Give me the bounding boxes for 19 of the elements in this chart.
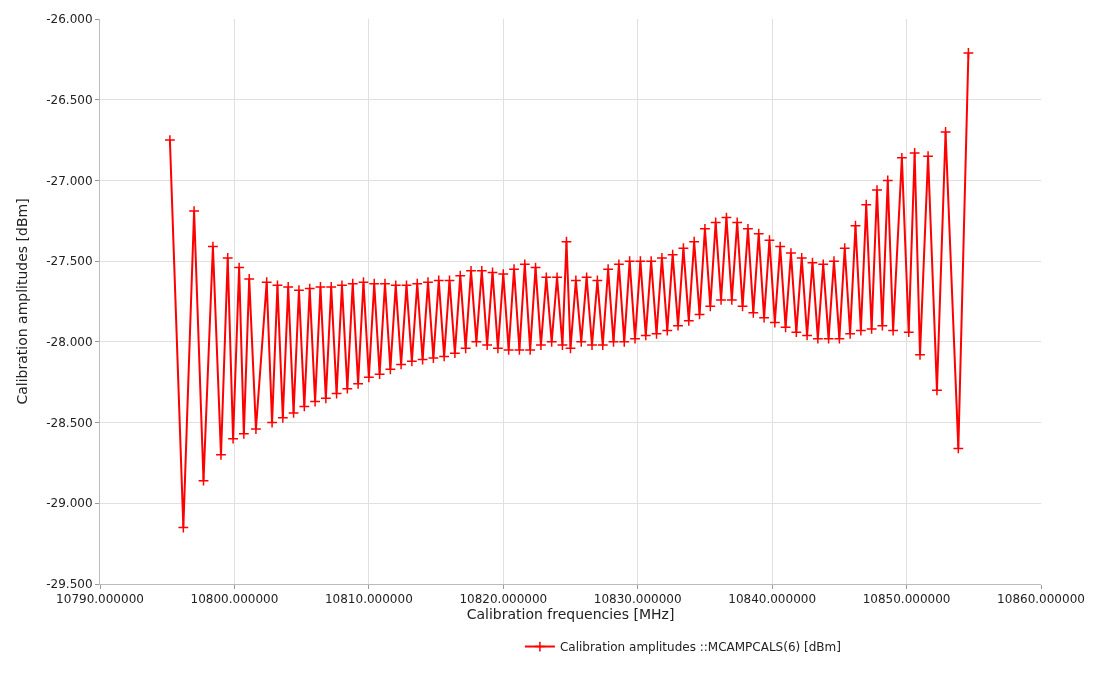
x-tick-label: 10850.000000 bbox=[862, 592, 951, 607]
legend-label: Calibration amplitudes ::MCAMPCALS(6) [dBm] bbox=[559, 640, 841, 655]
y-tick-label: -28.000 bbox=[46, 335, 93, 350]
x-tick-label: 10830.000000 bbox=[593, 592, 682, 607]
x-tick-label: 10860.000000 bbox=[997, 592, 1085, 607]
y-tick-label: -27.000 bbox=[46, 173, 93, 188]
x-tick-label: 10810.000000 bbox=[324, 592, 413, 607]
y-tick-label: -28.500 bbox=[46, 415, 93, 430]
x-tick-label: 10820.000000 bbox=[459, 592, 548, 607]
x-tick-label: 10840.000000 bbox=[728, 592, 817, 607]
x-tick-label: 10800.000000 bbox=[190, 592, 279, 607]
x-tick-label: 10790.000000 bbox=[56, 592, 144, 607]
y-tick-label: -29.500 bbox=[46, 577, 93, 592]
y-axis-title: Calibration amplitudes [dBm] bbox=[13, 198, 30, 405]
y-tick-label: -26.500 bbox=[46, 92, 93, 107]
y-tick-label: -26.000 bbox=[46, 12, 93, 27]
y-tick-label: -29.000 bbox=[46, 496, 93, 511]
x-axis-title: Calibration frequencies [MHz] bbox=[466, 606, 675, 623]
y-tick-label: -27.500 bbox=[46, 254, 93, 269]
